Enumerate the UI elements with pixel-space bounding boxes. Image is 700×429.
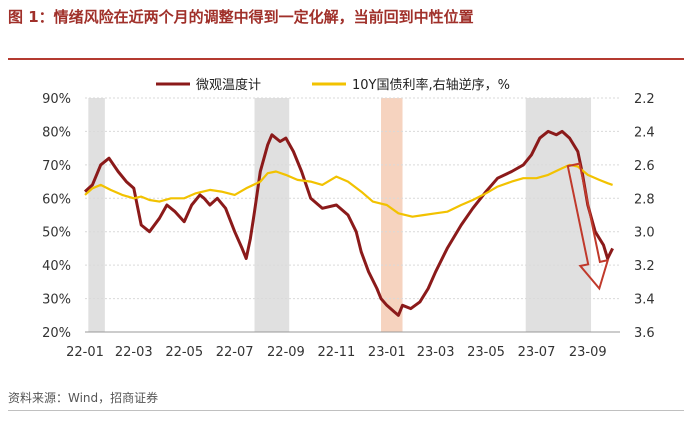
y-right-tick-label: 3.0	[634, 226, 655, 241]
x-tick-label: 22-07	[216, 345, 254, 360]
y-right-tick-label: 2.4	[634, 125, 655, 140]
axis-ticks: 20% 30% 40% 50% 60% 70% 80% 90% 2.2 2.4 2.6 2.8 3.0 3…	[42, 92, 655, 360]
y-left-tick-label: 40%	[42, 259, 71, 274]
source-note: 资料来源：Wind，招商证券	[8, 391, 159, 405]
y-left-tick-label: 70%	[42, 159, 71, 174]
series-lines	[83, 129, 614, 317]
y-right-tick-label: 2.8	[634, 192, 655, 207]
shaded-region	[88, 98, 105, 332]
x-tick-label: 22-11	[317, 345, 355, 360]
y-left-tick-label: 80%	[42, 125, 71, 140]
x-tick-label: 23-09	[569, 345, 607, 360]
x-tick-label: 22-03	[115, 345, 153, 360]
series-line-temperature	[83, 129, 614, 317]
y-left-tick-label: 90%	[42, 92, 71, 107]
x-tick-label: 23-05	[467, 345, 505, 360]
y-right-tick-label: 3.4	[634, 293, 655, 308]
y-right-tick-label: 3.2	[634, 259, 655, 274]
y-right-tick-label: 2.2	[634, 92, 655, 107]
annotation-arrow	[566, 162, 610, 291]
bottom-rule	[8, 410, 684, 411]
y-left-tick-label: 60%	[42, 192, 71, 207]
legend-label-temperature: 微观温度计	[196, 77, 261, 93]
shaded-region	[525, 98, 592, 332]
title-underline	[8, 58, 684, 60]
figure-title: 图 1：情绪风险在近两个月的调整中得到一定化解，当前回到中性位置	[8, 8, 474, 26]
series-line-yield	[84, 163, 613, 218]
gridlines	[85, 97, 620, 333]
y-right-tick-label: 2.6	[634, 159, 655, 174]
legend-label-yield: 10Y国债利率,右轴逆序，%	[352, 77, 510, 93]
shaded-region	[381, 98, 403, 332]
y-right-tick-label: 3.6	[634, 326, 655, 341]
y-left-tick-label: 50%	[42, 226, 71, 241]
x-tick-label: 23-07	[518, 345, 556, 360]
x-tick-label: 23-03	[417, 345, 455, 360]
y-left-tick-label: 20%	[42, 326, 71, 341]
shaded-region	[254, 98, 290, 332]
x-tick-label: 22-09	[267, 345, 305, 360]
y-left-tick-label: 30%	[42, 293, 71, 308]
x-tick-label: 22-01	[66, 345, 104, 360]
x-tick-label: 22-05	[165, 345, 203, 360]
legend: 微观温度计 10Y国债利率,右轴逆序，%	[156, 77, 510, 93]
x-tick-label: 23-01	[368, 345, 406, 360]
shaded-regions	[88, 98, 592, 332]
annotation-layer	[566, 162, 610, 291]
